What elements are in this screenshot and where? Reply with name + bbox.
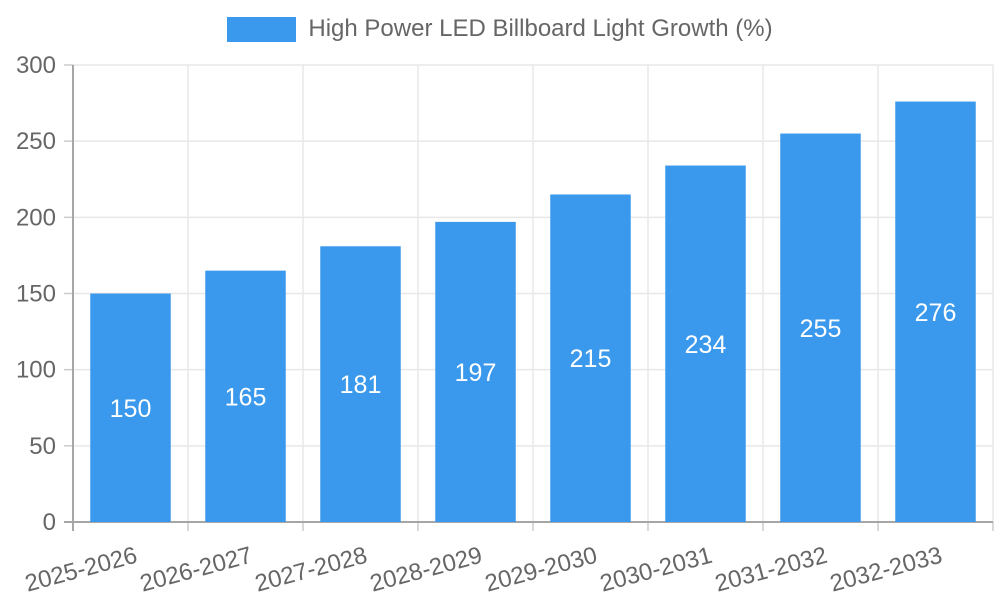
x-tick-label: 2029-2030 — [482, 542, 600, 598]
bar-2031-2032[interactable] — [780, 133, 861, 523]
bar-value-label: 165 — [225, 383, 267, 411]
legend-swatch — [227, 16, 297, 42]
x-tick-label: 2031-2032 — [712, 542, 830, 598]
bar-2027-2028[interactable] — [320, 246, 401, 522]
bar-2026-2027[interactable] — [205, 270, 286, 522]
x-tick-label: 2028-2029 — [367, 542, 485, 598]
y-tick-label: 200 — [16, 204, 56, 231]
y-tick-label: 0 — [43, 509, 56, 536]
y-tick-label: 150 — [16, 281, 56, 308]
bar-value-label: 234 — [685, 331, 727, 359]
x-tick-label: 2025-2026 — [22, 542, 140, 598]
bar-2028-2029[interactable] — [435, 221, 516, 523]
x-tick-label: 2027-2028 — [252, 542, 370, 598]
x-tick-label: 2032-2033 — [827, 542, 945, 598]
legend-item-series[interactable]: High Power LED Billboard Light Growth (%… — [227, 15, 773, 43]
x-tick-label: 2026-2027 — [137, 542, 255, 598]
bar-2029-2030[interactable] — [550, 194, 631, 522]
bar-value-label: 150 — [110, 395, 152, 423]
x-tick-label: 2030-2031 — [597, 542, 715, 598]
chart-legend: High Power LED Billboard Light Growth (%… — [0, 15, 1000, 43]
bar-2032-2033[interactable] — [895, 101, 976, 522]
bar-value-label: 181 — [340, 371, 382, 399]
bar-value-label: 255 — [800, 315, 842, 343]
y-tick-label: 100 — [16, 357, 56, 384]
bar-value-label: 215 — [570, 345, 612, 373]
bar-2025-2026[interactable] — [90, 293, 171, 523]
bar-value-label: 197 — [455, 359, 497, 387]
y-tick-label: 250 — [16, 128, 56, 155]
y-tick-label: 300 — [16, 52, 56, 79]
bar-value-label: 276 — [915, 299, 957, 327]
bar-2030-2031[interactable] — [665, 165, 746, 523]
legend-label: High Power LED Billboard Light Growth (%… — [308, 15, 773, 42]
y-tick-label: 50 — [29, 433, 56, 460]
